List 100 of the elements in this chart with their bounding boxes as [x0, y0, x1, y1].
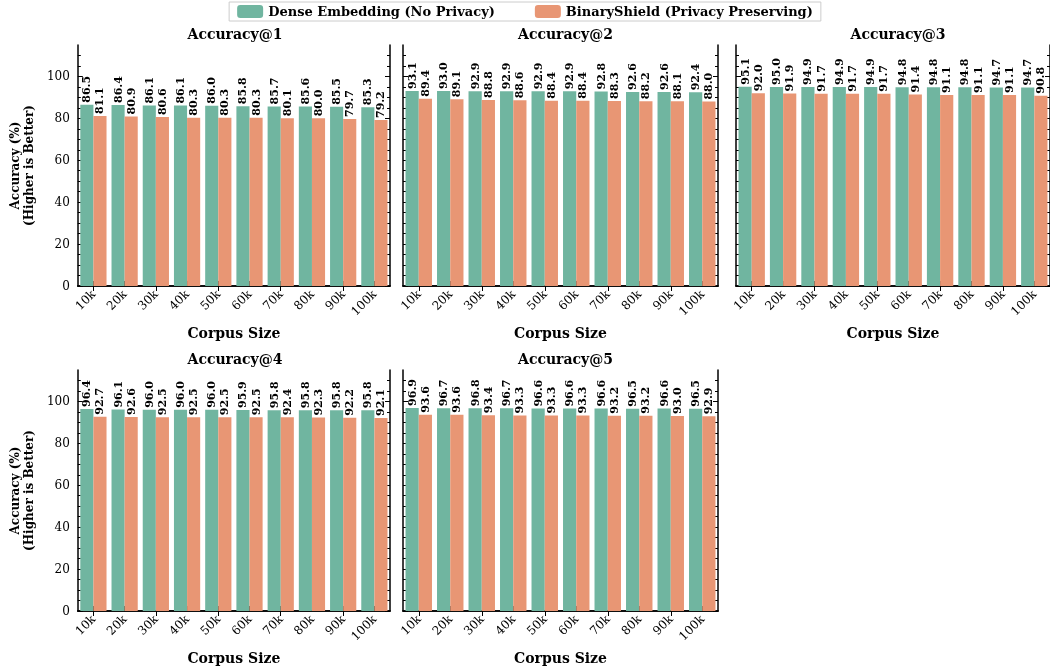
x-tick-label: 10k — [730, 286, 758, 313]
bar — [594, 408, 608, 611]
bar — [971, 95, 985, 286]
bar — [563, 408, 577, 611]
bar — [311, 417, 326, 611]
bar — [155, 417, 169, 611]
bar — [80, 104, 94, 286]
bar — [450, 99, 464, 286]
data-label: 96.6 — [563, 379, 577, 407]
data-label: 95.8 — [298, 381, 312, 409]
y-tick-label: 0 — [62, 604, 70, 618]
bar — [124, 416, 138, 611]
data-label: 86.1 — [142, 76, 156, 104]
bar — [908, 94, 922, 286]
bar — [155, 117, 169, 286]
x-tick-label: 20k — [429, 286, 456, 313]
data-label: 93.4 — [481, 386, 495, 414]
x-tick-label: 10k — [72, 611, 99, 638]
y-tick-label: 60 — [54, 478, 70, 493]
bar — [267, 106, 281, 286]
bar — [1002, 95, 1017, 286]
data-label: 91.7 — [877, 65, 891, 92]
x-tick-label: 50k — [856, 286, 883, 313]
data-label: 92.9 — [531, 62, 545, 90]
data-label: 92.7 — [93, 387, 107, 415]
bar — [670, 101, 684, 286]
data-label: 93.2 — [607, 386, 621, 414]
bar — [418, 414, 432, 611]
bar — [187, 117, 201, 286]
bar — [111, 409, 125, 611]
x-tick-label: 60k — [887, 286, 915, 313]
data-label: 91.1 — [940, 66, 954, 94]
bar — [513, 100, 527, 286]
x-tick-label: 50k — [197, 286, 224, 313]
bar — [940, 95, 954, 286]
data-label: 93.6 — [418, 385, 432, 413]
bar — [374, 120, 388, 286]
bar — [93, 116, 107, 286]
y-tick-label: 100 — [46, 69, 70, 84]
bar — [374, 417, 388, 611]
data-label: 92.9 — [468, 62, 482, 90]
data-label: 92.6 — [626, 62, 640, 90]
data-label: 94.7 — [989, 58, 1003, 86]
data-label: 96.6 — [531, 379, 545, 407]
data-label: 91.1 — [1002, 66, 1016, 94]
data-label: 92.5 — [187, 388, 201, 416]
data-label: 96.0 — [174, 380, 188, 408]
x-tick-label: 70k — [586, 611, 614, 638]
bar — [142, 409, 156, 611]
data-label: 95.8 — [361, 381, 375, 409]
bar — [563, 91, 577, 286]
bar — [895, 87, 909, 286]
data-label: 92.6 — [124, 387, 138, 415]
bar — [236, 410, 250, 611]
x-tick-label: 10k — [72, 286, 99, 313]
bar — [607, 100, 621, 286]
data-label: 88.0 — [702, 72, 716, 100]
bar — [702, 416, 716, 611]
x-tick-label: 60k — [228, 286, 255, 313]
bar — [639, 101, 653, 286]
bar — [594, 91, 608, 286]
bar — [769, 86, 784, 286]
bar — [280, 417, 294, 611]
chart-title: Accuracy@2 — [517, 26, 613, 42]
bar — [751, 93, 765, 286]
x-tick-label: 80k — [291, 286, 318, 313]
x-axis-title: Corpus Size — [846, 325, 940, 341]
data-label: 91.9 — [783, 64, 797, 92]
bar — [639, 415, 653, 611]
bar — [513, 415, 527, 611]
data-label: 81.1 — [93, 87, 107, 115]
bar — [657, 408, 671, 611]
y-tick-label: 60 — [54, 153, 70, 168]
bar — [361, 410, 375, 611]
x-tick-label: 40k — [492, 611, 519, 638]
y-axis-title: Accuracy (%) (Higher is Better) — [8, 430, 36, 551]
x-tick-label: 10k — [397, 611, 425, 638]
x-tick-label: 90k — [649, 286, 677, 313]
legend-label: BinaryShield (Privacy Preserving) — [565, 4, 813, 19]
y-tick-label: 20 — [54, 237, 70, 252]
bar — [657, 91, 671, 286]
chart-title: Accuracy@5 — [517, 351, 613, 367]
data-label: 92.4 — [280, 388, 294, 416]
data-label: 91.7 — [845, 65, 859, 92]
data-label: 95.1 — [738, 57, 752, 85]
bar — [544, 100, 558, 286]
data-label: 92.5 — [155, 388, 169, 416]
data-label: 85.8 — [236, 77, 250, 105]
data-label: 96.5 — [626, 379, 640, 407]
data-label: 96.0 — [205, 380, 219, 408]
data-label: 85.3 — [361, 78, 375, 106]
data-label: 94.9 — [864, 58, 878, 86]
x-tick-label: 30k — [134, 611, 162, 638]
data-label: 79.7 — [343, 90, 357, 117]
bar — [783, 93, 797, 286]
bar — [280, 118, 294, 286]
data-label: 92.6 — [657, 62, 671, 90]
bar — [405, 407, 419, 611]
bar — [607, 415, 621, 611]
bar — [343, 417, 357, 611]
